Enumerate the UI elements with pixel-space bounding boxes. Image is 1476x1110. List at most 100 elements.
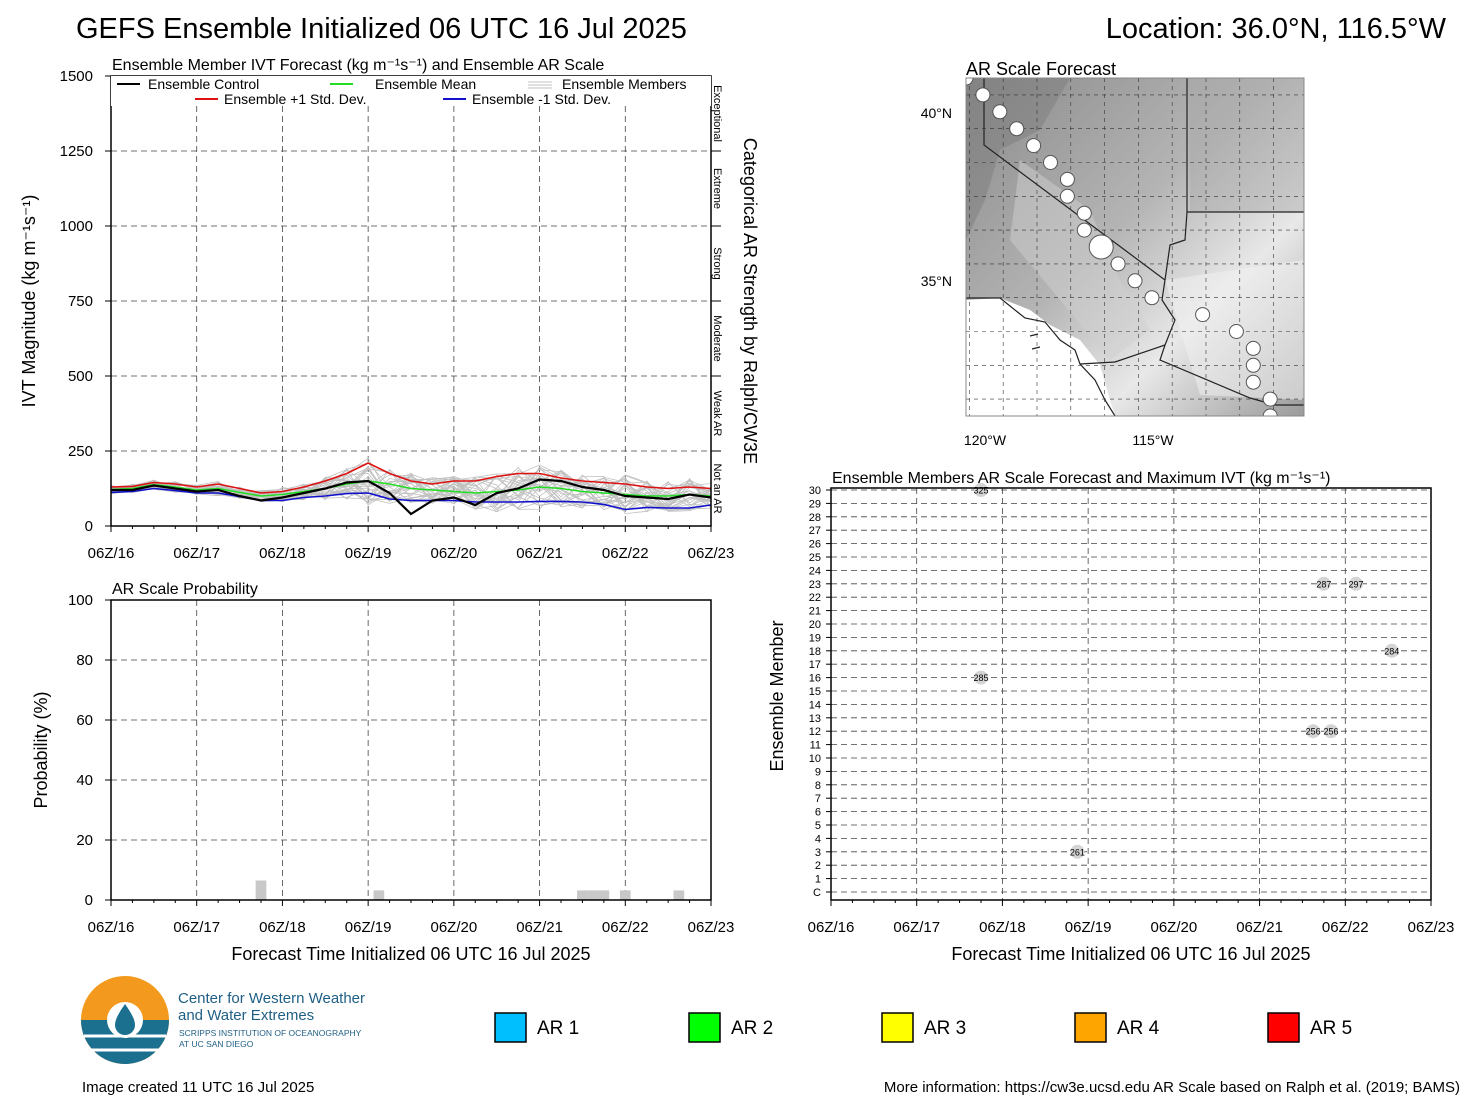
ivt-category-label: Weak AR [711, 391, 723, 437]
map-lat-label: 40°N [921, 105, 952, 121]
members-ytick-label: 15 [809, 686, 821, 698]
prob-ytick-label: 40 [76, 772, 93, 789]
members-ytick-label: 8 [815, 780, 821, 792]
ivt-control-line [111, 478, 712, 516]
ar-legend-label: AR 4 [1117, 1018, 1160, 1039]
members-ytick-label: 25 [809, 552, 821, 564]
prob-xtick-label: 06Z/18 [259, 919, 306, 936]
logo-line2: and Water Extremes [178, 1007, 314, 1024]
members-ytick-label: 28 [809, 512, 821, 524]
map-point [992, 104, 1008, 120]
ivt-category-label: Not an AR [711, 463, 723, 513]
map-frame [965, 77, 1305, 417]
members-ytick-label: 4 [815, 833, 821, 845]
legend-plus: Ensemble +1 Std. Dev. [224, 91, 367, 107]
legend-members: Ensemble Members [562, 76, 687, 92]
map-point [1009, 121, 1025, 137]
terrain-valley [1010, 160, 1150, 360]
members-point [1306, 724, 1321, 739]
state-borders [966, 78, 1304, 416]
map-title: AR Scale Forecast [966, 59, 1116, 79]
members-ytick-label: 5 [815, 820, 821, 832]
prob-bar [577, 890, 588, 900]
members-ylabel: Ensemble Member [767, 620, 787, 771]
map-point [975, 87, 991, 103]
ivt-ytick-label: 0 [85, 518, 93, 535]
members-ytick-label: 29 [809, 498, 821, 510]
members-panel: Ensemble Members AR Scale Forecast and M… [767, 470, 1454, 964]
map-point [1043, 155, 1058, 170]
map-point [966, 78, 974, 86]
map-point [1262, 408, 1278, 416]
prob-bar [587, 890, 599, 900]
ivt-ytick-label: 1000 [60, 218, 93, 235]
members-ytick-label: 14 [809, 699, 821, 711]
prob-xtick-label: 06Z/23 [688, 919, 735, 936]
map-point [1245, 340, 1261, 356]
map-point [1245, 357, 1261, 373]
ar-legend-label: AR 5 [1310, 1018, 1352, 1039]
members-ytick-label: 12 [809, 726, 821, 738]
prob-bar [598, 890, 610, 900]
ivt-xtick-label: 06Z/21 [516, 545, 563, 562]
map-point [1245, 374, 1261, 390]
prob-xtick-label: 06Z/16 [88, 919, 135, 936]
ivt-category-label: Strong [711, 247, 723, 279]
map-lon-label: 120°W [964, 432, 1007, 448]
map-point [1059, 188, 1075, 204]
members-point [1349, 576, 1363, 591]
members-point-label: 261 [1070, 847, 1085, 857]
probability-panel: AR Scale Probability 0 20 40 60 80 100 06Z/16 0… [31, 581, 734, 964]
members-ytick-label: 11 [810, 740, 821, 752]
ivt-member-line [110, 472, 712, 510]
prob-ytick-label: 80 [76, 652, 93, 669]
prob-ylabel: Probability (%) [31, 691, 51, 808]
page-title: GEFS Ensemble Initialized 06 UTC 16 Jul … [76, 13, 687, 45]
logo-line4: AT UC SAN DIEGO [179, 1039, 254, 1049]
ivt-category-label: Moderate [711, 315, 723, 361]
map-point [1262, 391, 1278, 407]
legend-minus: Ensemble -1 Std. Dev. [472, 91, 611, 107]
ar-legend-label: AR 1 [537, 1018, 579, 1039]
members-point-label: 284 [1384, 646, 1399, 656]
members-xtick-label: 06Z/20 [1151, 919, 1198, 936]
logo-drop-icon [115, 1004, 135, 1035]
members-point [974, 670, 988, 685]
ivt-xtick-label: 06Z/16 [88, 545, 135, 562]
terrain-shade-north [966, 78, 1070, 240]
ivt-ylabel: IVT Magnitude (kg m⁻¹s⁻¹) [19, 195, 39, 408]
prob-bar [673, 890, 685, 900]
members-point-label: 256 [1323, 727, 1338, 737]
ar-legend-swatch [881, 1012, 914, 1043]
members-ytick-label: 24 [809, 565, 821, 577]
members-point-label: 256 [1306, 727, 1321, 737]
members-ytick-label: 27 [809, 525, 821, 537]
members-xtick-label: 06Z/16 [808, 919, 855, 936]
ivt-panel-title: Ensemble Member IVT Forecast (kg m⁻¹s⁻¹)… [112, 57, 604, 74]
members-ytick-label: 13 [809, 713, 821, 725]
members-xtick-label: 06Z/19 [1065, 919, 1112, 936]
members-ytick-label: 18 [809, 646, 821, 658]
prob-plot-frame [110, 599, 712, 901]
legend-mean: Ensemble Mean [375, 76, 476, 92]
prob-ytick-label: 60 [76, 712, 93, 729]
ar-legend-swatch [1267, 1012, 1300, 1043]
members-xtick-label: 06Z/17 [893, 919, 940, 936]
prob-ytick-label: 20 [76, 832, 93, 849]
ivt-legend-box [111, 76, 711, 106]
members-panel-title: Ensemble Members AR Scale Forecast and M… [832, 470, 1331, 487]
members-ytick-label: 9 [815, 766, 821, 778]
members-ytick-label: C [813, 887, 821, 899]
prob-ytick-label: 100 [68, 592, 93, 609]
map-panel: AR Scale Forecast 40°N 35°N 120°W 11 [921, 59, 1305, 448]
ivt-xtick-label: 06Z/18 [259, 545, 306, 562]
members-ytick-label: 20 [809, 619, 821, 631]
members-xlabel: Forecast Time Initialized 06 UTC 16 Jul … [951, 944, 1310, 964]
prob-xtick-label: 06Z/17 [173, 919, 220, 936]
prob-bar [373, 890, 385, 900]
ar-legend-swatch [688, 1012, 721, 1043]
prob-xtick-label: 06Z/19 [345, 919, 392, 936]
ivt-ytick-label: 250 [68, 443, 93, 460]
members-point-label: 287 [1316, 579, 1331, 589]
map-point [1228, 324, 1244, 339]
